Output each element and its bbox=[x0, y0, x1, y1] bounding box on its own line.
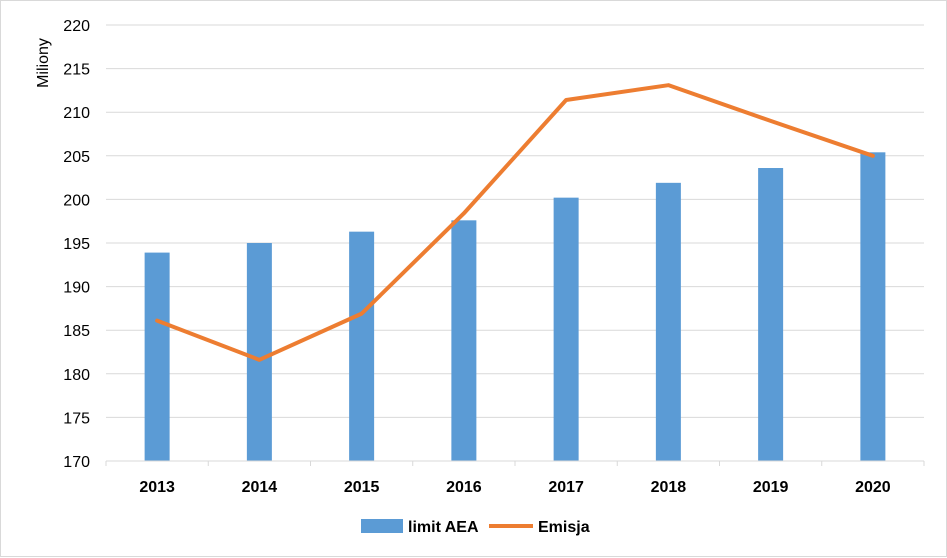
legend: limit AEA Emisja bbox=[361, 519, 590, 536]
x-tick-label-2013: 2013 bbox=[139, 479, 175, 496]
y-tick-label-185: 185 bbox=[63, 323, 90, 340]
y-tick-label-195: 195 bbox=[63, 236, 90, 253]
x-axis bbox=[106, 461, 924, 466]
x-tick-label-2017: 2017 bbox=[548, 479, 584, 496]
x-tick-label-2015: 2015 bbox=[344, 479, 380, 496]
y-axis-title: Miliony bbox=[35, 38, 52, 88]
y-tick-label-190: 190 bbox=[63, 280, 90, 297]
legend-swatch-limit-aea bbox=[361, 519, 403, 533]
y-tick-label-210: 210 bbox=[63, 105, 90, 122]
y-tick-label-215: 215 bbox=[63, 62, 90, 79]
bar-2020 bbox=[860, 152, 885, 461]
y-tick-label-205: 205 bbox=[63, 149, 90, 166]
bar-2016 bbox=[451, 220, 476, 461]
x-tick-label-2019: 2019 bbox=[753, 479, 789, 496]
y-tick-label-175: 175 bbox=[63, 410, 90, 427]
x-tick-label-2014: 2014 bbox=[242, 479, 278, 496]
legend-label-emisja: Emisja bbox=[538, 519, 590, 536]
y-tick-label-180: 180 bbox=[63, 367, 90, 384]
x-tick-label-2020: 2020 bbox=[855, 479, 891, 496]
bar-2019 bbox=[758, 168, 783, 461]
y-tick-label-200: 200 bbox=[63, 192, 90, 209]
x-tick-label-2018: 2018 bbox=[651, 479, 687, 496]
bar-2017 bbox=[554, 198, 579, 461]
y-tick-label-220: 220 bbox=[63, 18, 90, 35]
x-axis-ticks: 2013 2014 2015 2016 2017 2018 2019 2020 bbox=[139, 479, 890, 496]
bar-2014 bbox=[247, 243, 272, 461]
y-axis-ticks: 170 175 180 185 190 195 200 205 210 215 220 bbox=[63, 18, 90, 471]
bar-2013 bbox=[145, 253, 170, 461]
x-tick-label-2016: 2016 bbox=[446, 479, 482, 496]
legend-label-limit-aea: limit AEA bbox=[408, 519, 479, 536]
bar-2018 bbox=[656, 183, 681, 461]
y-tick-label-170: 170 bbox=[63, 454, 90, 471]
bar-series bbox=[145, 152, 886, 461]
gridlines bbox=[106, 25, 924, 417]
bar-2015 bbox=[349, 232, 374, 461]
